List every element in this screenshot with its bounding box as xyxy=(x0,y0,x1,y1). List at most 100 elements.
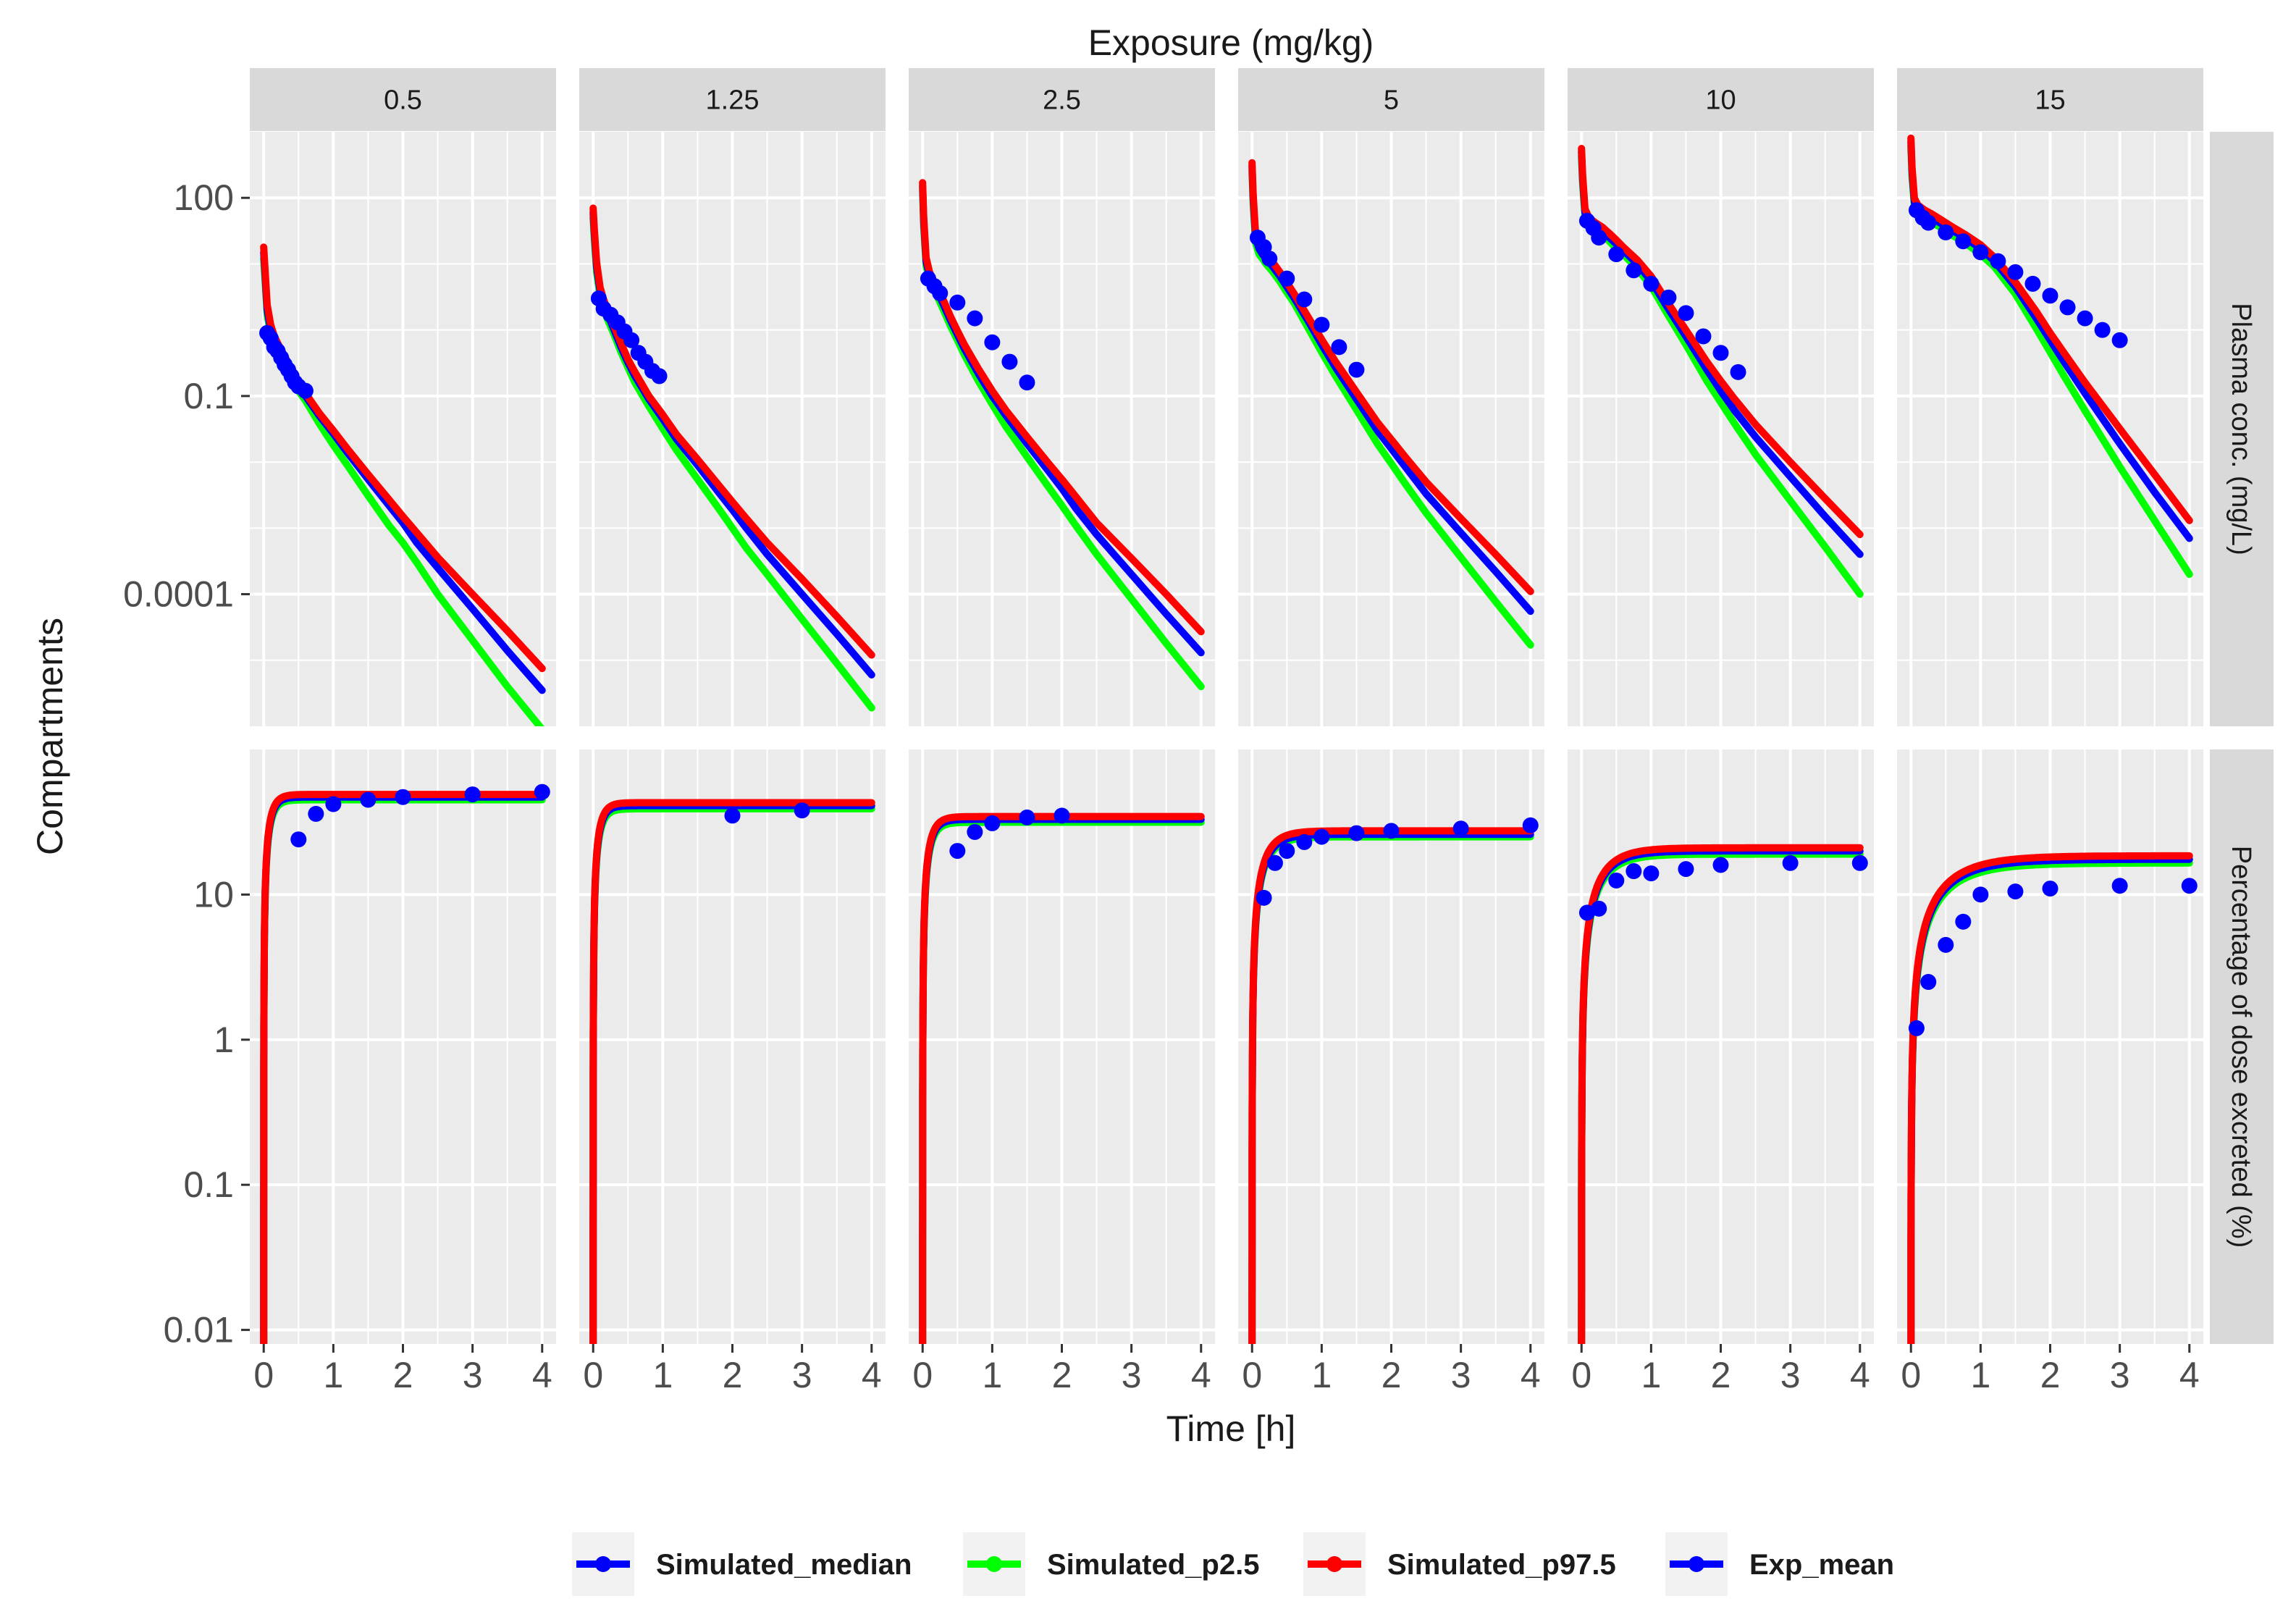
x-tick-label: 3 xyxy=(1451,1355,1471,1395)
legend-item: Exp_mean xyxy=(1665,1532,1894,1596)
exp-mean-point xyxy=(984,334,1001,350)
exp-mean-point xyxy=(1279,843,1295,860)
exp-mean-point xyxy=(1348,825,1365,841)
exp-mean-point xyxy=(1908,1020,1925,1036)
exp-mean-point xyxy=(1695,328,1712,345)
x-tick-label: 2 xyxy=(2040,1355,2061,1395)
exp-mean-point xyxy=(1279,270,1295,287)
x-tick-label: 0 xyxy=(583,1355,603,1395)
exp-mean-point xyxy=(1782,854,1799,871)
row-strip xyxy=(2210,132,2274,726)
exp-mean-point xyxy=(2042,881,2059,897)
x-tick-label: 1 xyxy=(1641,1355,1661,1395)
exp-mean-point xyxy=(1920,214,1937,231)
exp-mean-point xyxy=(1261,251,1278,267)
exp-mean-point xyxy=(1712,345,1729,361)
x-tick-label: 4 xyxy=(1850,1355,1870,1395)
legend-label: Exp_mean xyxy=(1749,1549,1894,1581)
series-line-p97_5 xyxy=(1907,852,2193,1344)
column-strip xyxy=(909,68,1215,131)
y-tick-label: 100 xyxy=(174,177,234,218)
exp-mean-point xyxy=(1452,820,1469,837)
exp-mean-point xyxy=(2042,287,2059,304)
exp-mean-point xyxy=(1730,364,1746,380)
x-tick-label: 1 xyxy=(323,1355,343,1395)
facet-panel xyxy=(1238,132,1544,726)
exp-mean-point xyxy=(2111,878,2128,894)
y-tick-label: 0.01 xyxy=(164,1310,234,1350)
row-strip xyxy=(2210,749,2274,1344)
facet-panel xyxy=(1897,749,2203,1344)
x-tick-label: 3 xyxy=(1780,1355,1801,1395)
legend-item: Simulated_p2.5 xyxy=(963,1532,1259,1596)
exp-mean-point xyxy=(651,368,668,385)
row-strip-label: Percentage of dose excreted (%) xyxy=(2226,846,2256,1248)
facet-panel xyxy=(250,749,556,1344)
panel-curves xyxy=(919,812,1205,1344)
legend-key-point xyxy=(1326,1556,1342,1572)
x-tick-label: 4 xyxy=(532,1355,552,1395)
x-tick-label: 4 xyxy=(1191,1355,1211,1395)
facet-panel xyxy=(909,132,1215,726)
x-tick-label: 0 xyxy=(253,1355,274,1395)
legend-label: Simulated_p2.5 xyxy=(1047,1549,1259,1581)
exp-mean-point xyxy=(949,294,966,311)
x-tick-label: 2 xyxy=(723,1355,743,1395)
exp-mean-point xyxy=(1990,253,2006,269)
exp-mean-point xyxy=(1383,823,1400,839)
x-tick-label: 3 xyxy=(1122,1355,1142,1395)
exp-mean-point xyxy=(1643,865,1660,882)
exp-mean-point xyxy=(2024,275,2041,292)
exp-mean-point xyxy=(308,805,324,822)
x-tick-label: 0 xyxy=(912,1355,933,1395)
exp-mean-point xyxy=(1054,807,1070,824)
facet-panel xyxy=(1568,749,1874,1344)
exp-mean-point xyxy=(984,815,1001,831)
exp-mean-point xyxy=(1019,374,1035,391)
facet-panel xyxy=(1897,132,2203,726)
y-tick-label: 10 xyxy=(193,874,234,915)
exp-mean-point xyxy=(1955,233,1972,250)
exp-mean-point xyxy=(1331,339,1347,356)
legend-item: Simulated_p97.5 xyxy=(1303,1532,1616,1596)
exp-mean-point xyxy=(1591,900,1607,917)
column-strip-label: 10 xyxy=(1705,85,1736,116)
series-line-p97_5 xyxy=(919,812,1205,1344)
column-strip-label: 0.5 xyxy=(384,85,422,116)
exp-mean-point xyxy=(1938,936,1954,953)
panel-curves xyxy=(1578,844,1864,1344)
exp-mean-point xyxy=(967,823,983,840)
x-tick-label: 4 xyxy=(2179,1355,2200,1395)
exp-mean-point xyxy=(623,332,640,348)
series-line-p97_5 xyxy=(260,791,546,1344)
exp-mean-point xyxy=(325,796,342,812)
exp-mean-point xyxy=(1955,913,1972,930)
x-tick-label: 3 xyxy=(2110,1355,2130,1395)
y-axis-label: Compartments xyxy=(30,618,70,855)
column-strip xyxy=(1897,68,2203,131)
row-strip-label: Plasma conc. (mg/L) xyxy=(2226,303,2256,555)
column-strip xyxy=(250,68,556,131)
exp-mean-point xyxy=(724,807,741,824)
exp-mean-point xyxy=(2007,264,2024,280)
exp-mean-point xyxy=(1001,353,1018,370)
exp-mean-point xyxy=(395,789,411,805)
exp-mean-point xyxy=(464,786,481,803)
exp-mean-point xyxy=(360,791,377,808)
y-tick-label: 0.1 xyxy=(183,376,234,416)
legend-item: Simulated_median xyxy=(572,1532,912,1596)
x-tick-label: 3 xyxy=(463,1355,483,1395)
exp-mean-point xyxy=(1920,974,1937,991)
x-axis-label: Time [h] xyxy=(1166,1408,1296,1449)
exp-mean-point xyxy=(794,802,810,819)
exp-mean-point xyxy=(1608,246,1625,263)
y-tick-label: 1 xyxy=(214,1020,234,1060)
column-strip-label: 15 xyxy=(2035,85,2065,116)
exp-mean-point xyxy=(1522,817,1539,833)
column-strip-label: 1.25 xyxy=(706,85,760,116)
exp-mean-point xyxy=(2007,883,2024,900)
column-strip xyxy=(1238,68,1544,131)
exp-mean-point xyxy=(1296,833,1313,850)
facet-panel xyxy=(909,749,1215,1344)
x-tick-label: 1 xyxy=(982,1355,1002,1395)
